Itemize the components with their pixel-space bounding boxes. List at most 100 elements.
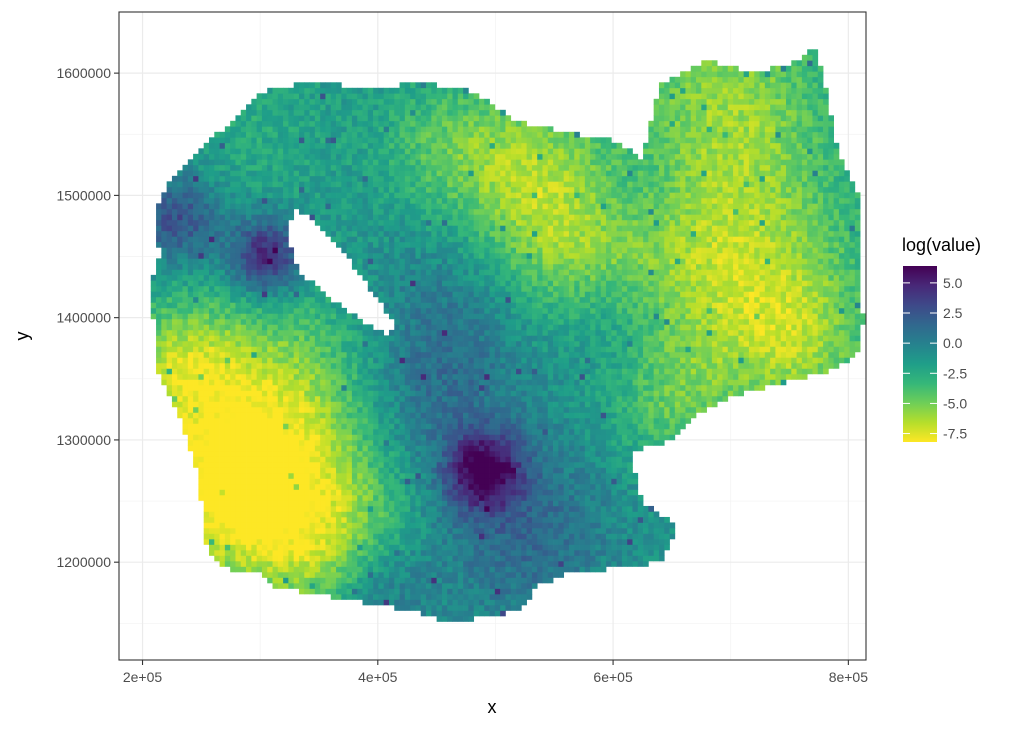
raster-cell	[405, 511, 411, 517]
raster-cell	[283, 572, 289, 578]
raster-cell	[463, 539, 469, 545]
raster-cell	[294, 506, 300, 512]
raster-cell	[442, 445, 448, 451]
raster-cell	[167, 275, 173, 281]
raster-cell	[352, 352, 358, 358]
raster-cell	[246, 132, 252, 138]
raster-cell	[188, 396, 194, 402]
raster-cell	[394, 605, 400, 611]
raster-cell	[468, 269, 474, 275]
raster-cell	[209, 291, 215, 297]
raster-cell	[214, 517, 220, 523]
raster-cell	[453, 594, 459, 600]
raster-cell	[336, 93, 342, 99]
raster-cell	[415, 500, 421, 506]
raster-cell	[363, 247, 369, 253]
raster-cell	[299, 330, 305, 336]
raster-cell	[246, 242, 252, 248]
raster-cell	[384, 143, 390, 149]
raster-cell	[373, 517, 379, 523]
raster-cell	[246, 280, 252, 286]
raster-cell	[468, 528, 474, 534]
raster-cell	[204, 423, 210, 429]
raster-cell	[177, 247, 183, 253]
raster-cell	[453, 522, 459, 528]
raster-cell	[230, 517, 236, 523]
raster-cell	[336, 418, 342, 424]
raster-cell	[405, 121, 411, 127]
raster-cell	[220, 561, 226, 567]
raster-cell	[437, 555, 443, 561]
raster-cell	[304, 572, 310, 578]
raster-cell	[389, 473, 395, 479]
raster-cell	[405, 132, 411, 138]
raster-cell	[267, 550, 273, 556]
raster-cell	[373, 209, 379, 215]
raster-cell	[214, 434, 220, 440]
raster-cell	[310, 88, 316, 94]
raster-cell	[373, 407, 379, 413]
raster-cell	[241, 154, 247, 160]
raster-cell	[325, 418, 331, 424]
raster-cell	[246, 533, 252, 539]
raster-cell	[421, 467, 427, 473]
raster-cell	[368, 181, 374, 187]
raster-cell	[172, 319, 178, 325]
raster-cell	[230, 335, 236, 341]
raster-cell	[373, 291, 379, 297]
raster-cell	[315, 528, 321, 534]
raster-cell	[400, 275, 406, 281]
raster-cell	[389, 148, 395, 154]
raster-cell	[267, 346, 273, 352]
raster-cell	[405, 599, 411, 605]
raster-cell	[225, 137, 231, 143]
raster-cell	[341, 132, 347, 138]
raster-cell	[389, 236, 395, 242]
raster-cell	[453, 121, 459, 127]
raster-cell	[193, 297, 199, 303]
raster-cell	[378, 533, 384, 539]
raster-cell	[294, 154, 300, 160]
raster-cell	[251, 456, 257, 462]
raster-cell	[161, 214, 167, 220]
raster-cell	[230, 198, 236, 204]
raster-cell	[415, 181, 421, 187]
raster-cell	[310, 489, 316, 495]
raster-cell	[447, 203, 453, 209]
raster-cell	[283, 352, 289, 358]
raster-cell	[463, 429, 469, 435]
raster-cell	[204, 198, 210, 204]
raster-cell	[389, 258, 395, 264]
raster-cell	[198, 275, 204, 281]
raster-cell	[442, 242, 448, 248]
raster-cell	[426, 495, 432, 501]
raster-cell	[214, 286, 220, 292]
raster-cell	[304, 159, 310, 165]
raster-cell	[325, 115, 331, 121]
raster-cell	[453, 390, 459, 396]
raster-cell	[315, 297, 321, 303]
raster-cell	[368, 561, 374, 567]
raster-cell	[167, 335, 173, 341]
raster-cell	[336, 456, 342, 462]
raster-cell	[447, 522, 453, 528]
raster-cell	[209, 143, 215, 149]
raster-cell	[453, 539, 459, 545]
raster-cell	[431, 247, 437, 253]
raster-cell	[262, 247, 268, 253]
raster-cell	[299, 346, 305, 352]
raster-cell	[257, 423, 263, 429]
raster-cell	[468, 429, 474, 435]
raster-cell	[325, 379, 331, 385]
raster-cell	[453, 495, 459, 501]
raster-cell	[183, 374, 189, 380]
raster-cell	[220, 407, 226, 413]
raster-cell	[273, 445, 279, 451]
raster-cell	[458, 341, 464, 347]
raster-cell	[288, 280, 294, 286]
raster-cell	[410, 170, 416, 176]
raster-cell	[183, 225, 189, 231]
raster-cell	[167, 220, 173, 226]
raster-cell	[188, 407, 194, 413]
raster-cell	[257, 264, 263, 270]
